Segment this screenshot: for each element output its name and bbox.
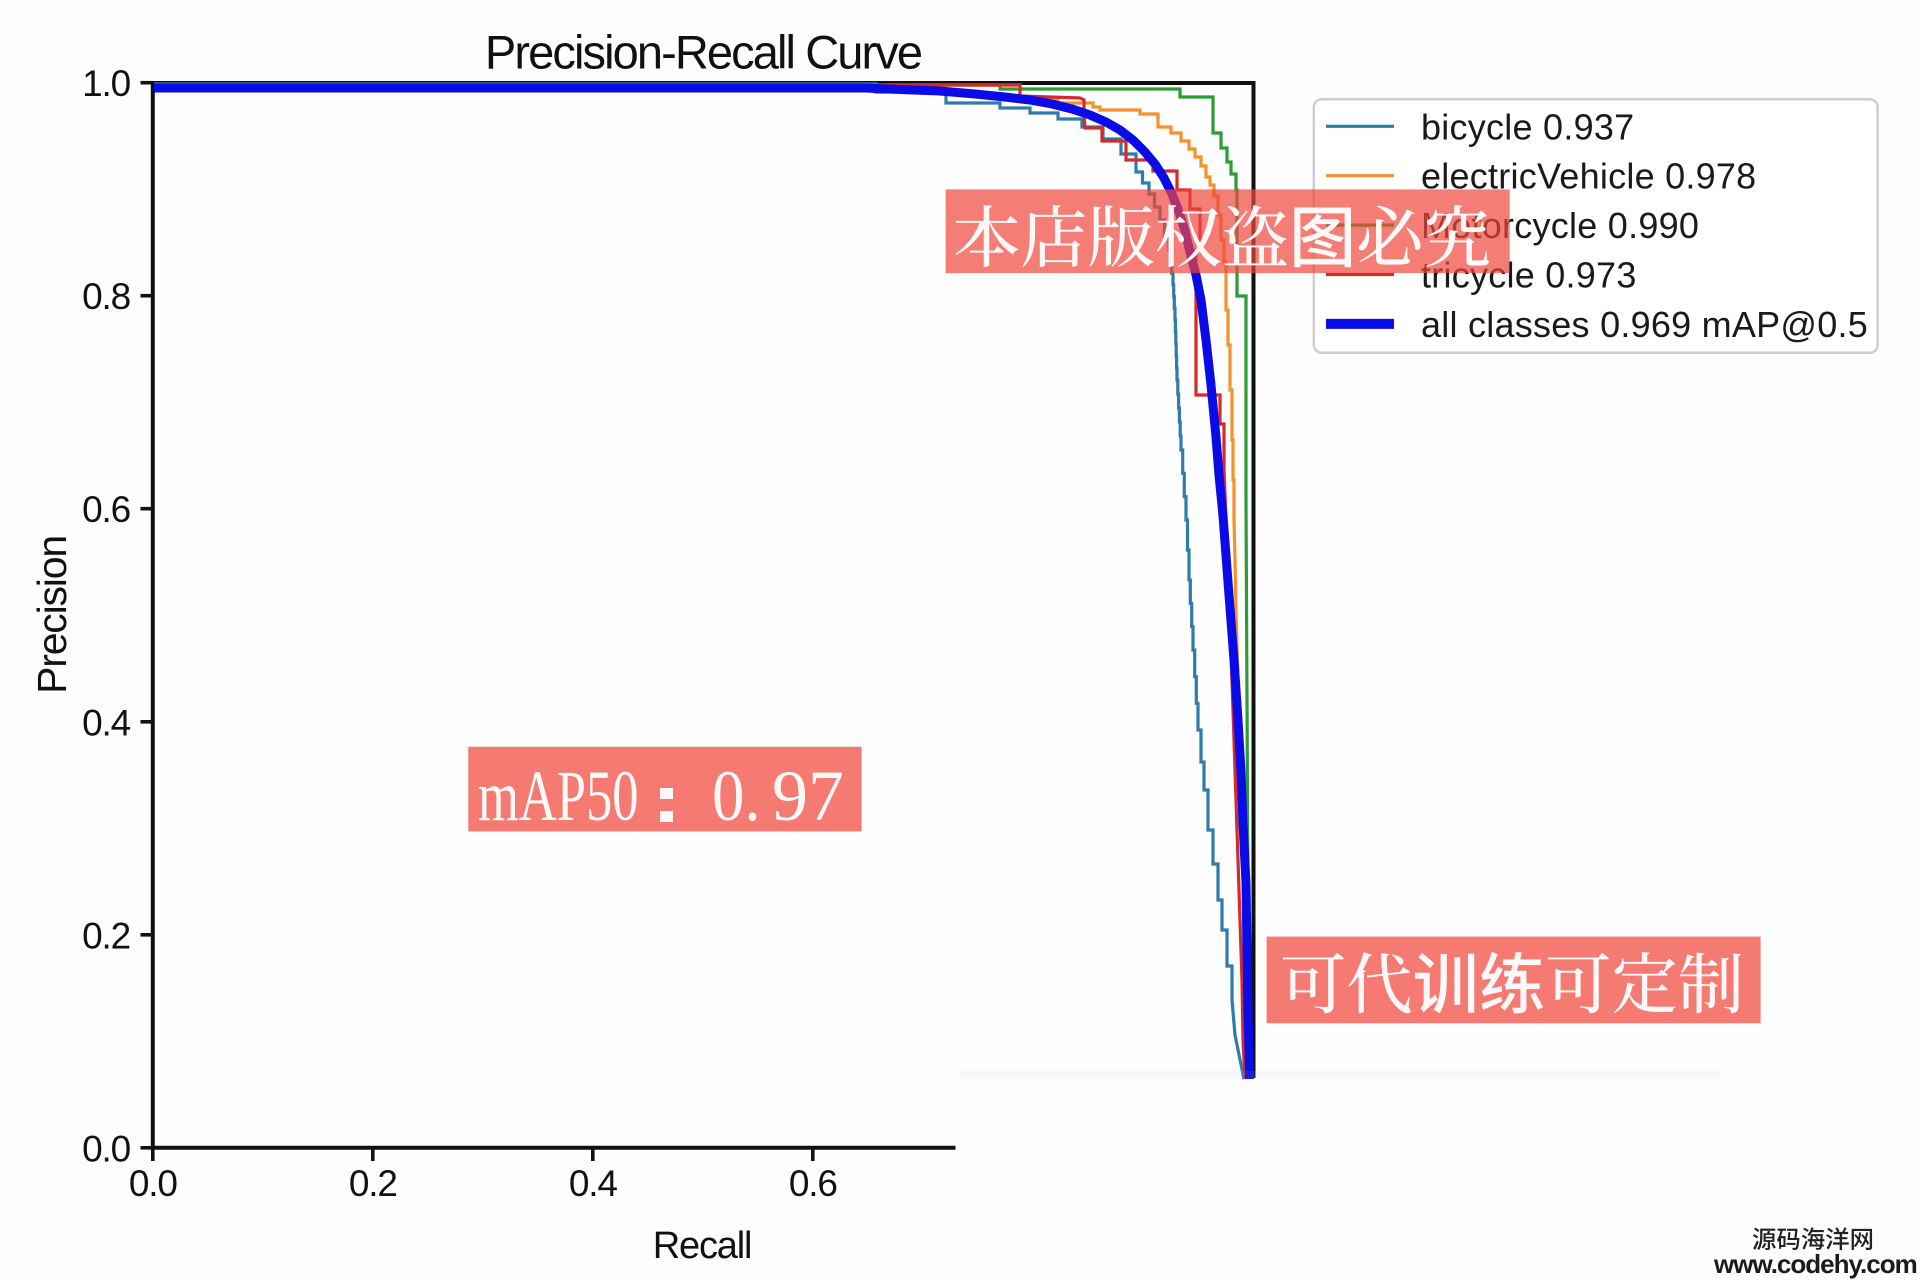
svg-text:mAP50: mAP50 — [478, 756, 639, 836]
svg-text:97: 97 — [772, 756, 844, 836]
svg-text:0.0: 0.0 — [82, 1128, 130, 1169]
svg-text:0.: 0. — [712, 756, 761, 836]
svg-text:0.4: 0.4 — [82, 702, 130, 743]
svg-text:0.0: 0.0 — [129, 1163, 177, 1204]
svg-text:Precision: Precision — [29, 536, 75, 694]
svg-text:0.6: 0.6 — [82, 489, 130, 530]
svg-text:Recall: Recall — [653, 1225, 751, 1267]
svg-text:0.4: 0.4 — [569, 1163, 617, 1204]
svg-text:bicycle 0.937: bicycle 0.937 — [1421, 106, 1634, 147]
svg-text:0.6: 0.6 — [789, 1163, 837, 1204]
svg-text:0.2: 0.2 — [349, 1163, 397, 1204]
svg-text:www.codehy.com: www.codehy.com — [1713, 1249, 1917, 1279]
svg-text:all classes 0.969 mAP@0.5: all classes 0.969 mAP@0.5 — [1421, 304, 1868, 345]
svg-text:1.0: 1.0 — [82, 63, 130, 104]
svg-text:0.8: 0.8 — [82, 276, 130, 317]
svg-text:0.2: 0.2 — [82, 915, 130, 956]
svg-text:Precision-Recall Curve: Precision-Recall Curve — [485, 26, 922, 79]
